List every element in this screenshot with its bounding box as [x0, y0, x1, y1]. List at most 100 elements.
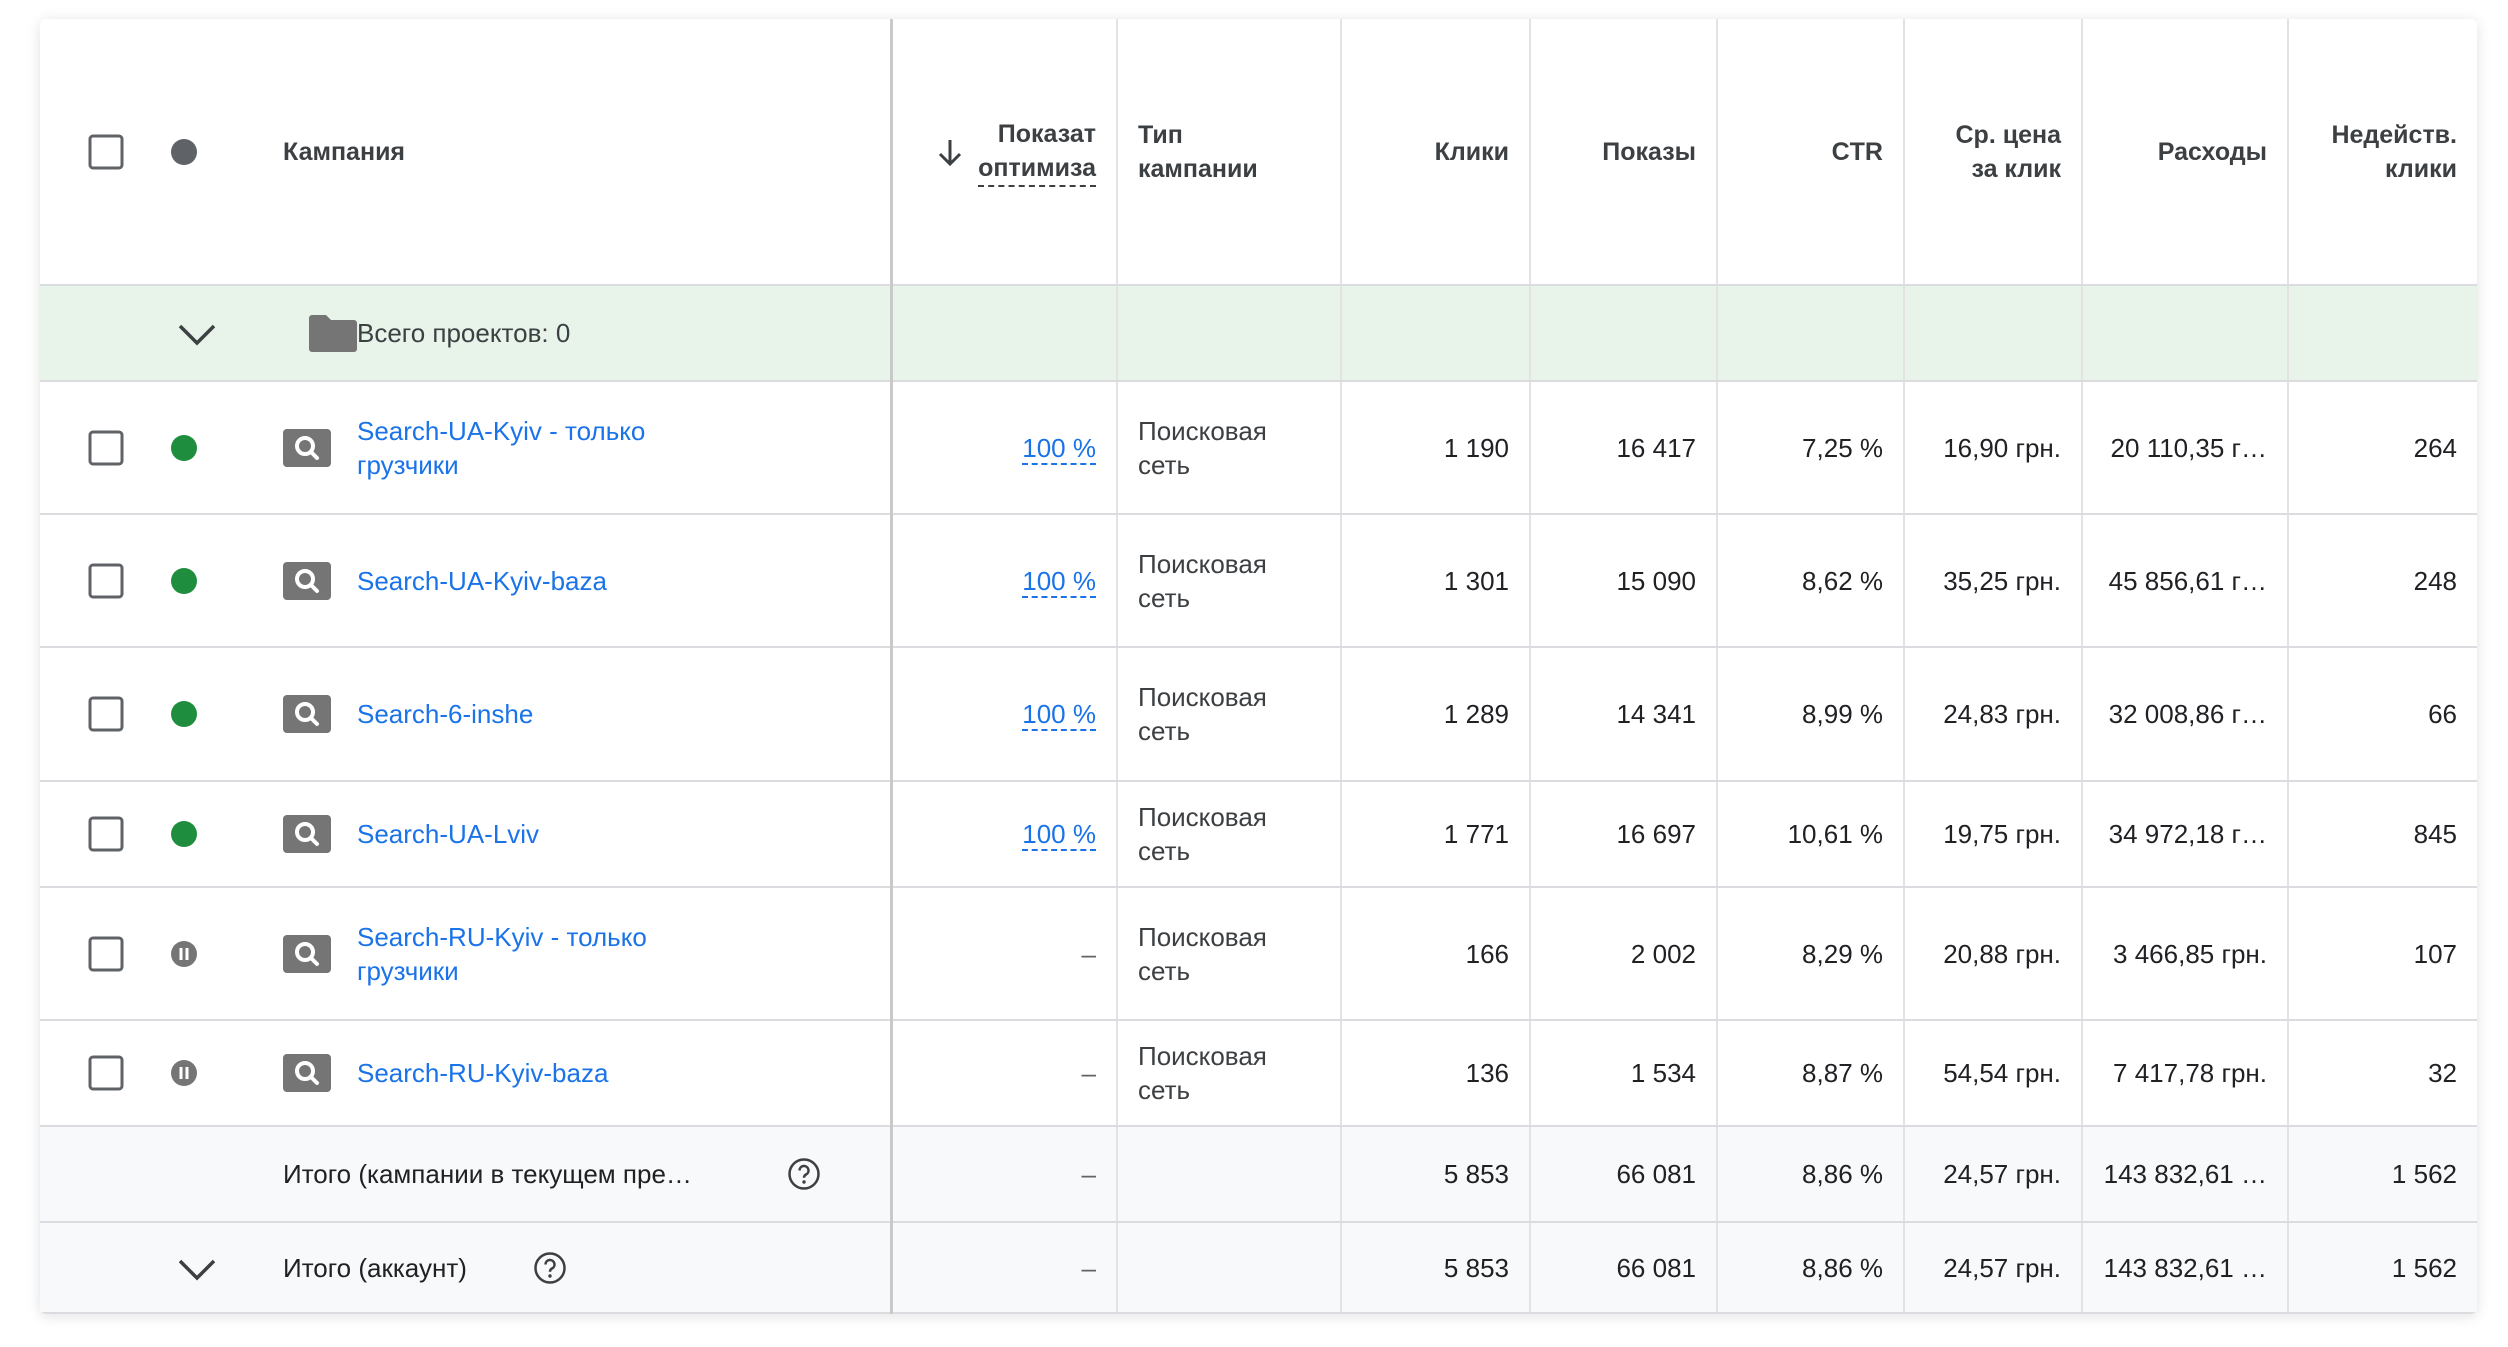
header-cell: Ср. цена за клик — [1904, 19, 2083, 286]
invalid_clicks-value: 32 — [2428, 1058, 2457, 1088]
checkbox-svg[interactable] — [88, 134, 124, 170]
cpc-value: 35,25 грн. — [1943, 565, 2061, 596]
cost-cell: 3 466,85 грн. — [2082, 887, 2289, 1021]
ctr-cell: 8,99 % — [1717, 647, 1905, 782]
expand-chevron-svg[interactable] — [177, 1258, 217, 1282]
campaign-link[interactable]: Search-UA-Kyiv-baza — [357, 565, 607, 596]
optimization-score[interactable]: 100 % — [1022, 819, 1096, 851]
sort-arrow[interactable] — [936, 137, 964, 167]
header-cell: CTR — [1717, 19, 1905, 286]
folder-icon-svg — [309, 315, 357, 352]
expand-chevron-svg[interactable] — [177, 323, 217, 347]
ctr-cell: 7,25 % — [1717, 381, 1905, 515]
type-value: Поисковая сеть — [1138, 921, 1267, 986]
cpc-cell: 24,83 грн. — [1904, 647, 2083, 782]
checkbox-svg[interactable] — [88, 696, 124, 732]
checkbox-svg[interactable] — [88, 430, 124, 466]
checkbox[interactable] — [88, 936, 124, 972]
total-cell: Итого (аккаунт) — [40, 1222, 893, 1314]
cpc-cell: 19,75 грн. — [1904, 781, 2083, 888]
campaign-link[interactable]: Search-RU-Kyiv - только грузчики — [357, 921, 647, 986]
impressions-cell: 66 081 — [1530, 1222, 1718, 1314]
campaign-cell: Search-6-inshe — [40, 647, 893, 782]
ctr-cell: 8,29 % — [1717, 887, 1905, 1021]
search-icon — [283, 428, 331, 467]
invalid_clicks-value: 248 — [2413, 565, 2457, 596]
clicks-value: 5 853 — [1443, 1159, 1509, 1189]
cpc-cell: 35,25 грн. — [1904, 514, 2083, 648]
ctr-cell: 8,86 % — [1717, 1222, 1905, 1314]
cost-cell: 143 832,61 … — [2082, 1126, 2289, 1223]
group-cell — [1717, 285, 1905, 382]
campaign-cell: Search-UA-Kyiv-baza — [40, 514, 893, 648]
optimization-score[interactable]: 100 % — [1022, 432, 1096, 465]
checkbox[interactable] — [88, 430, 124, 466]
clicks-cell: 166 — [1341, 887, 1531, 1021]
campaign-link[interactable]: Search-UA-Lviv — [357, 819, 540, 849]
checkbox-svg[interactable] — [88, 1055, 124, 1091]
clicks-cell: 5 853 — [1341, 1126, 1531, 1223]
help-icon[interactable] — [533, 1251, 567, 1285]
cost-cell: 20 110,35 г… — [2082, 381, 2289, 515]
status-dot-svg — [171, 821, 197, 847]
campaign-row: Search-RU-Kyiv - только грузчики – Поисков… — [40, 887, 2477, 1021]
total-row: Итого (кампании в текущем пре… – 5 853 66 0… — [40, 1126, 2477, 1223]
type-cell: Поисковая сеть — [1117, 781, 1342, 888]
type-cell — [1117, 1126, 1342, 1223]
checkbox[interactable] — [88, 1055, 124, 1091]
folder-icon — [309, 314, 357, 352]
type-value: Поисковая сеть — [1138, 1041, 1267, 1105]
optimization-cell: – — [891, 1020, 1118, 1127]
clicks-cell: 136 — [1341, 1020, 1531, 1127]
campaign-link[interactable]: Search-RU-Kyiv-baza — [357, 1058, 609, 1088]
clicks-value: 1 301 — [1443, 565, 1509, 596]
impressions-cell: 15 090 — [1530, 514, 1718, 648]
expand-chevron[interactable] — [177, 321, 217, 347]
expand-chevron[interactable] — [177, 1256, 217, 1280]
checkbox-svg[interactable] — [88, 816, 124, 852]
header-label: Показат оптимиза — [978, 117, 1096, 187]
checkbox[interactable] — [88, 563, 124, 599]
cost-value: 20 110,35 г… — [2110, 432, 2267, 463]
cost-cell: 143 832,61 … — [2082, 1222, 2289, 1314]
impressions-value: 16 697 — [1616, 819, 1696, 849]
help-icon[interactable] — [787, 1157, 821, 1191]
help-icon-svg[interactable] — [533, 1251, 567, 1285]
impressions-cell: 2 002 — [1530, 887, 1718, 1021]
campaign-row: Search-RU-Kyiv-baza – Поисковая сеть 136 1 5… — [40, 1020, 2477, 1127]
header-cell: Недейств. клики — [2288, 19, 2477, 286]
impressions-value: 15 090 — [1616, 565, 1696, 596]
header-cell: Тип кампании — [1117, 19, 1342, 286]
status-dot — [170, 434, 198, 462]
optimization-cell: – — [891, 887, 1118, 1021]
optimization-score[interactable]: 100 % — [1022, 699, 1096, 731]
sort-arrow-svg[interactable] — [936, 137, 964, 167]
checkbox-svg[interactable] — [88, 563, 124, 599]
header-label: Расходы — [2157, 137, 2267, 166]
optimization-cell: 100 % — [891, 647, 1118, 782]
cost-cell: 45 856,61 г… — [2082, 514, 2289, 648]
checkbox[interactable] — [88, 816, 124, 852]
clicks-value: 136 — [1465, 1058, 1509, 1088]
campaign-link[interactable]: Search-6-inshe — [357, 699, 534, 729]
impressions-cell: 66 081 — [1530, 1126, 1718, 1223]
cost-value: 3 466,85 грн. — [2113, 938, 2267, 969]
type-value: Поисковая сеть — [1138, 802, 1267, 866]
search-icon-svg — [283, 428, 331, 467]
optimization-score: – — [1081, 938, 1096, 969]
group-cell: Всего проектов: 0 — [40, 285, 893, 382]
help-icon-svg[interactable] — [787, 1157, 821, 1191]
total-cell: Итого (кампании в текущем пре… — [40, 1126, 893, 1223]
type-cell: Поисковая сеть — [1117, 514, 1342, 648]
ctr-cell: 8,62 % — [1717, 514, 1905, 648]
checkbox-svg[interactable] — [88, 936, 124, 972]
checkbox[interactable] — [88, 134, 124, 170]
campaign-cell: Search-UA-Kyiv - только грузчики — [40, 381, 893, 515]
cpc-value: 20,88 грн. — [1943, 938, 2061, 969]
checkbox[interactable] — [88, 696, 124, 732]
optimization-score[interactable]: 100 % — [1022, 565, 1096, 598]
campaign-link[interactable]: Search-UA-Kyiv - только грузчики — [357, 415, 646, 480]
cost-value: 34 972,18 г… — [2108, 819, 2267, 849]
search-icon — [283, 934, 331, 973]
cost-cell: 34 972,18 г… — [2082, 781, 2289, 888]
